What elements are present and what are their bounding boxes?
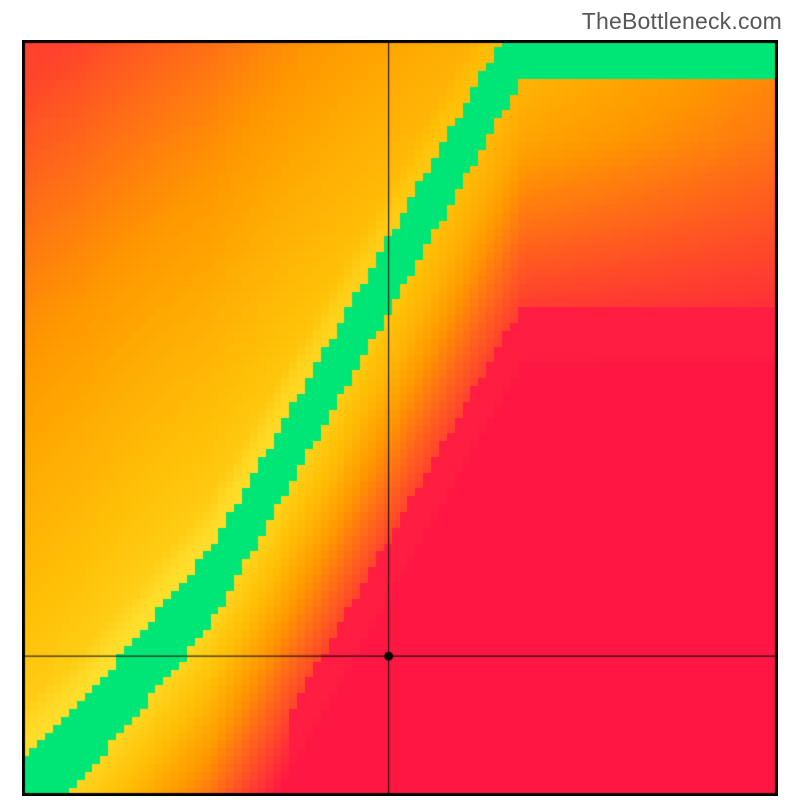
watermark-text: TheBottleneck.com [582,8,782,35]
bottleneck-heatmap [22,40,778,796]
